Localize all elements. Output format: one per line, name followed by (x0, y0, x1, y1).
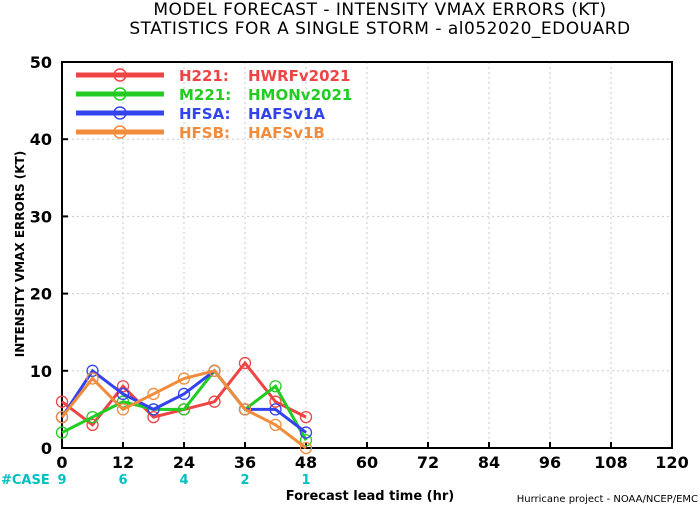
x-tick-label: 84 (478, 453, 500, 472)
plot-frame (61, 61, 673, 449)
y-tick-label: 50 (30, 53, 52, 72)
y-tick-label: 0 (41, 439, 52, 458)
legend-model-name: HMONv2021 (248, 86, 352, 104)
data-point (238, 403, 252, 416)
case-count: 6 (118, 473, 127, 488)
legend-model-code: M221: (179, 86, 231, 104)
data-point (299, 410, 313, 424)
x-axis-label: Forecast lead time (hr) (286, 489, 454, 504)
y-axis-ticks: 0 10 20 30 40 50 (30, 53, 68, 458)
x-tick-label: 24 (173, 453, 195, 472)
data-point (177, 372, 191, 385)
case-label: #CASE (1, 473, 50, 488)
legend-model-code: HFSB: (179, 124, 230, 142)
data-point (269, 395, 282, 408)
x-tick-label: 60 (356, 453, 378, 472)
x-tick-label: 96 (539, 453, 561, 472)
series-line (60, 368, 307, 434)
data-point (55, 426, 69, 439)
x-axis-ticks: 0 12 24 36 48 60 72 84 96 108 120 (56, 442, 689, 472)
x-tick-label: 12 (112, 453, 134, 472)
data-point (86, 418, 99, 431)
data-point (116, 380, 130, 393)
credit-text: Hurricane project - NOAA/NCEP/EMC (517, 494, 698, 505)
data-point (55, 395, 69, 408)
x-tick-label: 36 (234, 453, 256, 472)
legend: H221: HWRFv2021 M221: HMONv2021 HFSA: HAFSv1A… (76, 67, 352, 142)
chart-title-line1: MODEL FORECAST - INTENSITY VMAX ERRORS (… (153, 0, 606, 20)
data-point (147, 403, 160, 416)
legend-model-name: HWRFv2021 (248, 67, 350, 85)
legend-model-name: HAFSv1B (248, 124, 325, 142)
legend-marker (113, 68, 127, 82)
data-point (116, 395, 130, 408)
data-point (269, 380, 282, 393)
data-point (86, 372, 99, 385)
x-tick-label: 72 (417, 453, 439, 472)
data-point (299, 441, 313, 455)
data-point (269, 418, 282, 431)
case-count: 2 (240, 473, 249, 488)
case-count: 1 (301, 473, 310, 488)
data-point (208, 364, 221, 377)
data-point (86, 364, 99, 377)
case-counts: 9 6 4 2 1 (57, 473, 310, 488)
legend-marker (113, 87, 127, 101)
plot-border (61, 61, 673, 449)
data-point (269, 403, 282, 416)
data-point (147, 410, 160, 424)
series-line (60, 369, 307, 450)
series-lines (55, 356, 313, 455)
data-point (299, 434, 313, 447)
data-point (116, 387, 130, 401)
legend-model-code: H221: (179, 67, 229, 85)
legend-marker (113, 125, 127, 139)
x-tick-label: 48 (295, 453, 317, 472)
legend-model-name: HAFSv1A (248, 105, 325, 123)
case-count: 4 (179, 473, 188, 488)
data-point (208, 395, 221, 408)
data-point (238, 356, 252, 370)
data-point (116, 403, 130, 416)
grid (62, 62, 672, 448)
case-count: 9 (57, 473, 66, 488)
y-tick-label: 20 (30, 285, 52, 304)
y-tick-label: 40 (30, 130, 52, 149)
y-tick-label: 30 (30, 207, 52, 226)
data-point (299, 426, 313, 439)
data-point (177, 403, 191, 416)
data-point (177, 387, 191, 401)
data-point (55, 410, 69, 424)
data-point (86, 410, 99, 424)
y-tick-label: 10 (30, 362, 52, 381)
series-line (61, 368, 308, 442)
legend-model-code: HFSA: (179, 105, 231, 123)
x-tick-label: 0 (56, 453, 67, 472)
x-tick-label: 120 (655, 453, 688, 472)
y-axis-label: INTENSITY VMAX ERRORS (KT) (13, 151, 27, 357)
legend-marker (113, 106, 127, 120)
data-point (147, 387, 160, 401)
chart-title-line2: STATISTICS FOR A SINGLE STORM - al052020… (129, 19, 630, 39)
x-tick-label: 108 (594, 453, 627, 472)
